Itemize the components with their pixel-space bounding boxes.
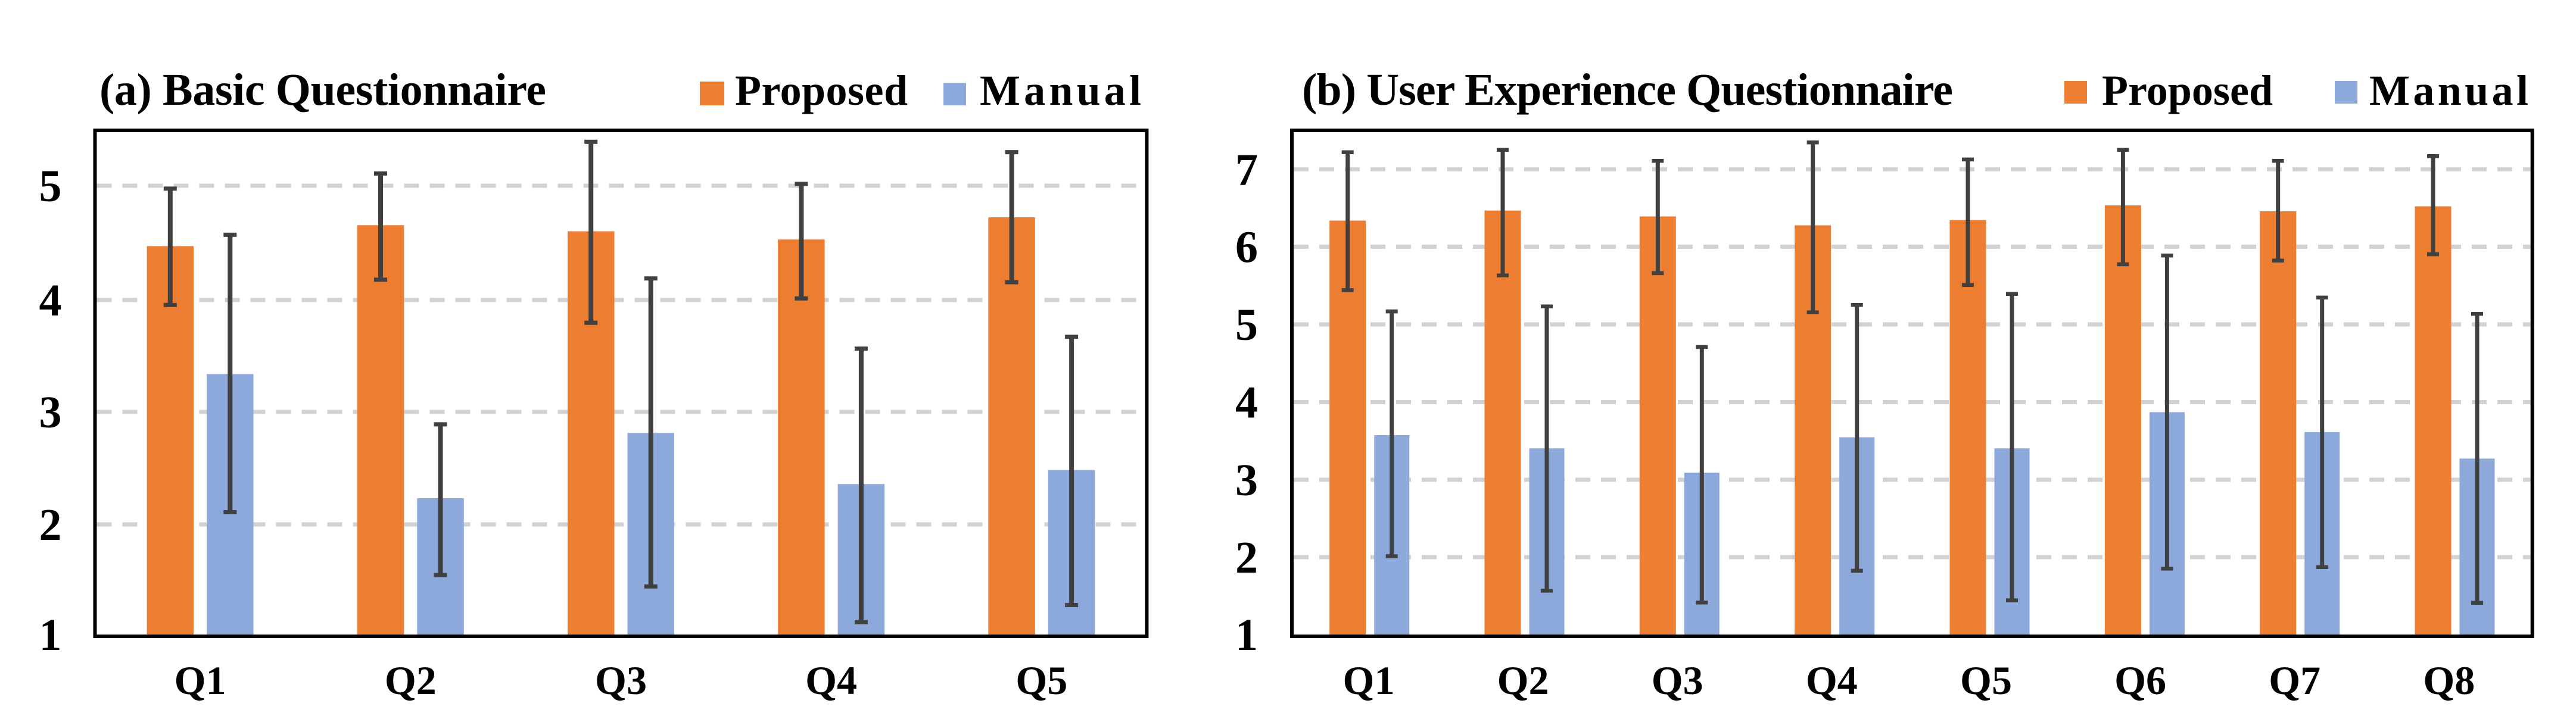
svg-text:5: 5 [39,161,62,211]
svg-text:Manual: Manual [2369,67,2528,114]
svg-text:Q2: Q2 [1497,658,1549,703]
svg-text:7: 7 [1235,145,1258,195]
svg-text:1: 1 [39,610,62,660]
svg-text:2: 2 [1235,533,1258,583]
svg-text:3: 3 [1235,455,1258,505]
svg-text:Q4: Q4 [1806,658,1858,703]
svg-text:Q3: Q3 [1652,658,1703,703]
svg-text:Q1: Q1 [175,658,226,703]
svg-text:Proposed: Proposed [2102,67,2273,114]
svg-text:6: 6 [1235,223,1258,273]
svg-text:Q5: Q5 [1960,658,2012,703]
svg-text:Q3: Q3 [595,658,647,703]
svg-text:Q6: Q6 [2114,658,2166,703]
svg-text:Q7: Q7 [2269,658,2320,703]
svg-text:Q8: Q8 [2423,658,2475,703]
svg-text:Q5: Q5 [1016,658,1067,703]
svg-text:4: 4 [39,276,62,326]
svg-text:Proposed: Proposed [735,67,908,114]
svg-text:Q2: Q2 [385,658,437,703]
svg-text:Q1: Q1 [1343,658,1395,703]
svg-text:2: 2 [39,500,62,550]
svg-text:4: 4 [1235,378,1258,428]
svg-text:Manual: Manual [980,67,1141,114]
svg-text:3: 3 [39,388,62,438]
svg-text:5: 5 [1235,300,1258,350]
svg-text:(b) User Experience Questionna: (b) User Experience Questionnaire [1302,65,1953,115]
svg-text:(a) Basic Questionnaire: (a) Basic Questionnaire [99,65,546,115]
svg-text:Q4: Q4 [805,658,857,703]
svg-text:1: 1 [1235,610,1258,660]
